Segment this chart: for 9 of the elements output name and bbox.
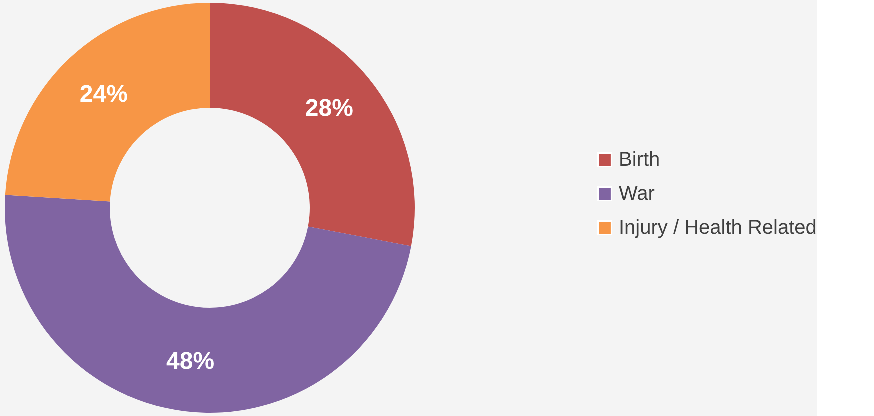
legend-label: War [619,183,656,205]
legend-label: Injury / Health Related [619,217,817,239]
data-label: 28% [305,95,354,122]
donut-slice [5,3,210,202]
donut-slice [5,195,412,413]
donut-slice [210,3,415,246]
legend-label: Birth [619,149,660,171]
data-label: 48% [166,348,215,375]
data-label: 24% [80,81,128,108]
